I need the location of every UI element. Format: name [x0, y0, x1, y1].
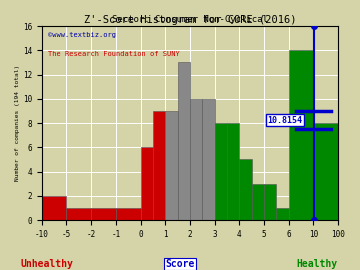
Bar	[177, 62, 190, 220]
Text: 10.8154: 10.8154	[267, 116, 302, 124]
Text: Sector: Consumer Non-Cyclical: Sector: Consumer Non-Cyclical	[112, 15, 268, 24]
Bar	[91, 208, 116, 220]
Bar	[227, 123, 239, 220]
Bar	[153, 111, 165, 220]
Bar	[165, 111, 177, 220]
Text: Score: Score	[165, 259, 195, 269]
Y-axis label: Number of companies (194 total): Number of companies (194 total)	[15, 65, 20, 181]
Title: Z'-Score Histogram for CORE (2016): Z'-Score Histogram for CORE (2016)	[84, 15, 296, 25]
Bar	[116, 208, 140, 220]
Bar	[140, 147, 153, 220]
Text: ©www.textbiz.org: ©www.textbiz.org	[48, 32, 116, 38]
Bar	[264, 184, 276, 220]
Bar	[190, 99, 202, 220]
Text: Unhealthy: Unhealthy	[21, 259, 73, 269]
Bar	[276, 208, 289, 220]
Text: The Research Foundation of SUNY: The Research Foundation of SUNY	[48, 51, 179, 57]
Bar	[239, 160, 252, 220]
Bar	[202, 99, 215, 220]
Bar	[313, 123, 338, 220]
Bar	[67, 208, 91, 220]
Bar	[252, 184, 264, 220]
Bar	[42, 196, 67, 220]
Bar	[215, 123, 227, 220]
Bar	[289, 50, 313, 220]
Text: Healthy: Healthy	[296, 259, 337, 269]
